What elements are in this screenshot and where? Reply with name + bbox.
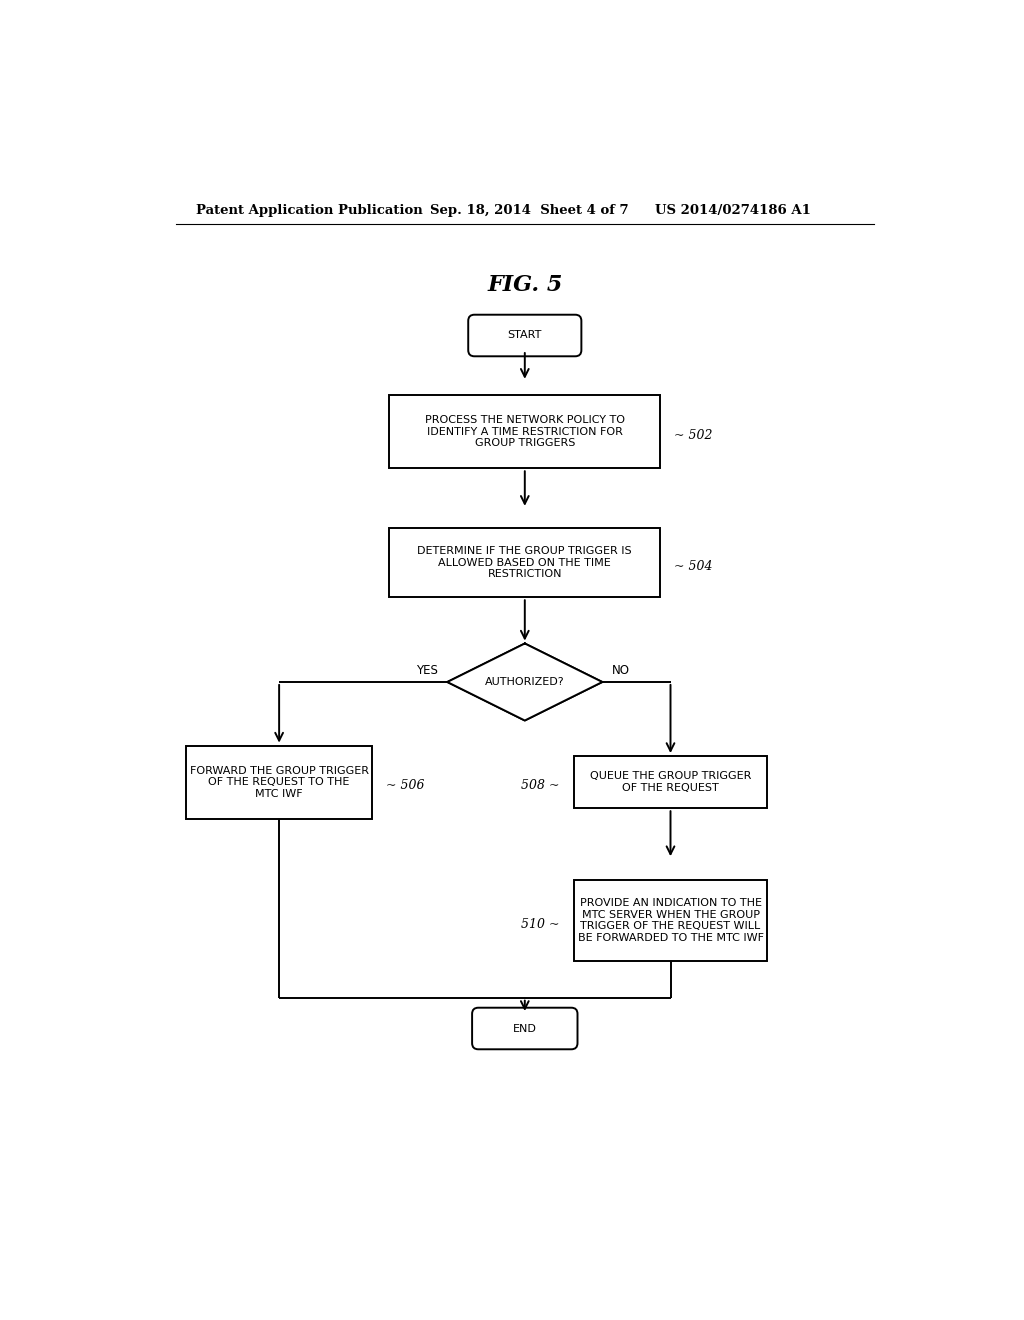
Text: Patent Application Publication: Patent Application Publication xyxy=(197,205,423,218)
Text: END: END xyxy=(513,1023,537,1034)
FancyBboxPatch shape xyxy=(468,314,582,356)
Text: ~ 506: ~ 506 xyxy=(386,779,425,792)
Text: NO: NO xyxy=(611,664,630,677)
Text: 510 ~: 510 ~ xyxy=(521,917,560,931)
Bar xyxy=(389,395,660,469)
Text: AUTHORIZED?: AUTHORIZED? xyxy=(485,677,564,686)
Text: Sep. 18, 2014  Sheet 4 of 7: Sep. 18, 2014 Sheet 4 of 7 xyxy=(430,205,629,218)
Bar xyxy=(573,880,767,961)
Polygon shape xyxy=(447,644,602,721)
Text: FIG. 5: FIG. 5 xyxy=(487,275,562,297)
Text: ~ 504: ~ 504 xyxy=(675,560,713,573)
Bar xyxy=(186,746,372,818)
Text: QUEUE THE GROUP TRIGGER
OF THE REQUEST: QUEUE THE GROUP TRIGGER OF THE REQUEST xyxy=(590,771,752,793)
Text: START: START xyxy=(508,330,542,341)
Bar xyxy=(389,528,660,597)
Bar xyxy=(573,756,767,808)
Text: DETERMINE IF THE GROUP TRIGGER IS
ALLOWED BASED ON THE TIME
RESTRICTION: DETERMINE IF THE GROUP TRIGGER IS ALLOWE… xyxy=(418,546,632,579)
Text: ~ 502: ~ 502 xyxy=(675,429,713,442)
Text: YES: YES xyxy=(416,664,438,677)
Text: PROVIDE AN INDICATION TO THE
MTC SERVER WHEN THE GROUP
TRIGGER OF THE REQUEST WI: PROVIDE AN INDICATION TO THE MTC SERVER … xyxy=(578,899,764,942)
FancyBboxPatch shape xyxy=(472,1007,578,1049)
Text: 508 ~: 508 ~ xyxy=(521,779,560,792)
Text: FORWARD THE GROUP TRIGGER
OF THE REQUEST TO THE
MTC IWF: FORWARD THE GROUP TRIGGER OF THE REQUEST… xyxy=(189,766,369,799)
Text: US 2014/0274186 A1: US 2014/0274186 A1 xyxy=(655,205,811,218)
Text: PROCESS THE NETWORK POLICY TO
IDENTIFY A TIME RESTRICTION FOR
GROUP TRIGGERS: PROCESS THE NETWORK POLICY TO IDENTIFY A… xyxy=(425,416,625,449)
